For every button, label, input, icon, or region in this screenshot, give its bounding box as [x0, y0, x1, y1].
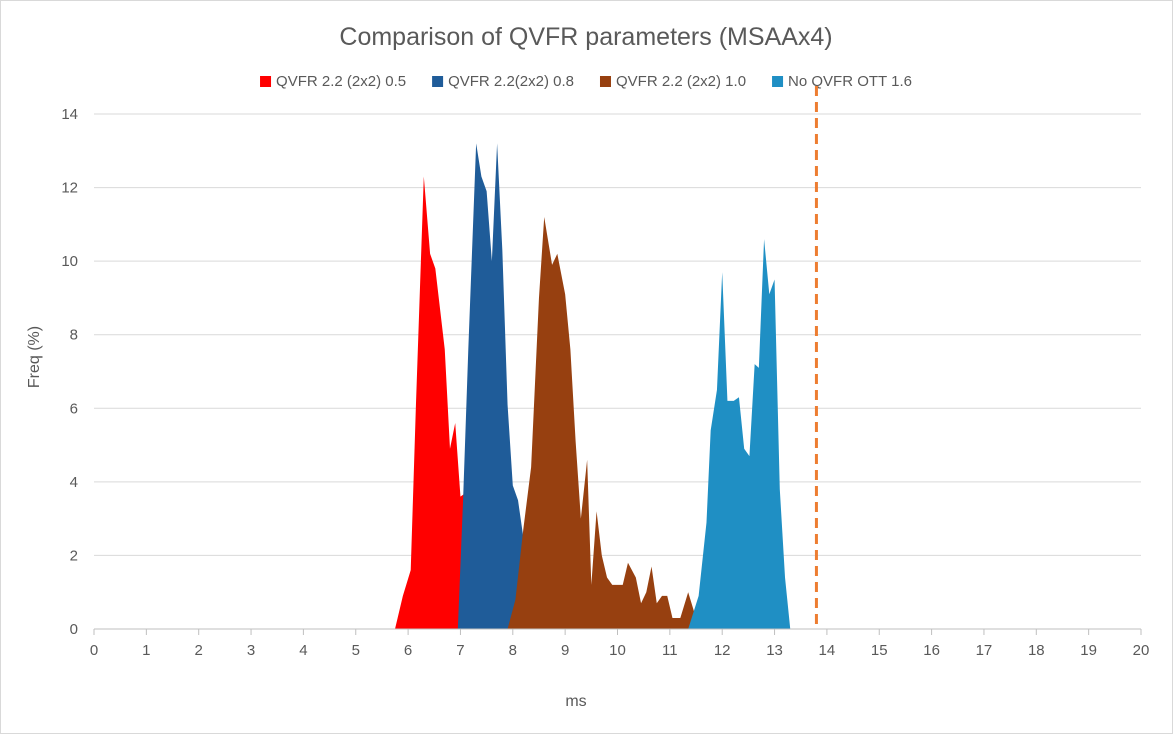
legend: QVFR 2.2 (2x2) 0.5 QVFR 2.2(2x2) 0.8 QVFR … [260, 73, 912, 90]
x-tick-label: 4 [299, 642, 307, 659]
x-tick-label: 10 [609, 642, 626, 659]
x-tick-label: 11 [662, 642, 678, 659]
legend-swatch-0 [260, 76, 272, 87]
y-tick-label: 4 [70, 474, 78, 491]
x-tick-label: 16 [923, 642, 940, 659]
x-tick-label: 8 [509, 642, 517, 659]
x-tick-label: 0 [90, 642, 98, 659]
legend-label-0: QVFR 2.2 (2x2) 0.5 [276, 73, 406, 90]
y-axis-label: Freq (%) [26, 326, 43, 388]
legend-swatch-2 [599, 76, 611, 87]
x-axis-ticks: 0 1 2 3 4 5 6 7 8 9 10 11 12 13 14 15 16 17 18 19 20 [90, 629, 1150, 659]
x-tick-label: 12 [714, 642, 731, 659]
y-tick-label: 14 [61, 106, 78, 123]
chart-title: Comparison of QVFR parameters (MSAAx4) [339, 23, 832, 51]
legend-label-2: QVFR 2.2 (2x2) 1.0 [616, 73, 746, 90]
series-area-3 [688, 239, 791, 629]
legend-swatch-1 [432, 76, 444, 87]
x-tick-label: 3 [247, 642, 255, 659]
x-tick-label: 18 [1028, 642, 1045, 659]
y-axis-ticks: 0 2 4 6 8 10 12 14 [61, 106, 78, 638]
x-tick-label: 6 [404, 642, 412, 659]
legend-swatch-3 [772, 76, 784, 87]
legend-label-3: No QVFR OTT 1.6 [788, 73, 912, 90]
x-tick-label: 7 [456, 642, 464, 659]
series-area-1 [457, 143, 529, 629]
x-tick-label: 9 [561, 642, 569, 659]
y-tick-label: 10 [61, 253, 78, 270]
series-areas [395, 143, 791, 630]
legend-label-1: QVFR 2.2(2x2) 0.8 [448, 73, 574, 90]
x-tick-label: 19 [1080, 642, 1097, 659]
series-area-2 [507, 217, 702, 629]
x-tick-label: 1 [142, 642, 150, 659]
x-tick-label: 15 [871, 642, 888, 659]
x-tick-label: 14 [819, 642, 836, 659]
y-tick-label: 0 [70, 621, 78, 638]
x-axis-label: ms [565, 693, 586, 710]
gridlines [94, 113, 1141, 556]
x-tick-label: 2 [195, 642, 203, 659]
y-tick-label: 8 [70, 327, 78, 344]
x-tick-label: 5 [352, 642, 360, 659]
y-tick-label: 12 [61, 180, 78, 197]
y-tick-label: 6 [70, 400, 78, 417]
x-tick-label: 17 [976, 642, 993, 659]
x-tick-label: 13 [766, 642, 783, 659]
series-area-0 [395, 176, 469, 630]
x-tick-label: 20 [1133, 642, 1150, 659]
y-tick-label: 2 [70, 547, 78, 564]
